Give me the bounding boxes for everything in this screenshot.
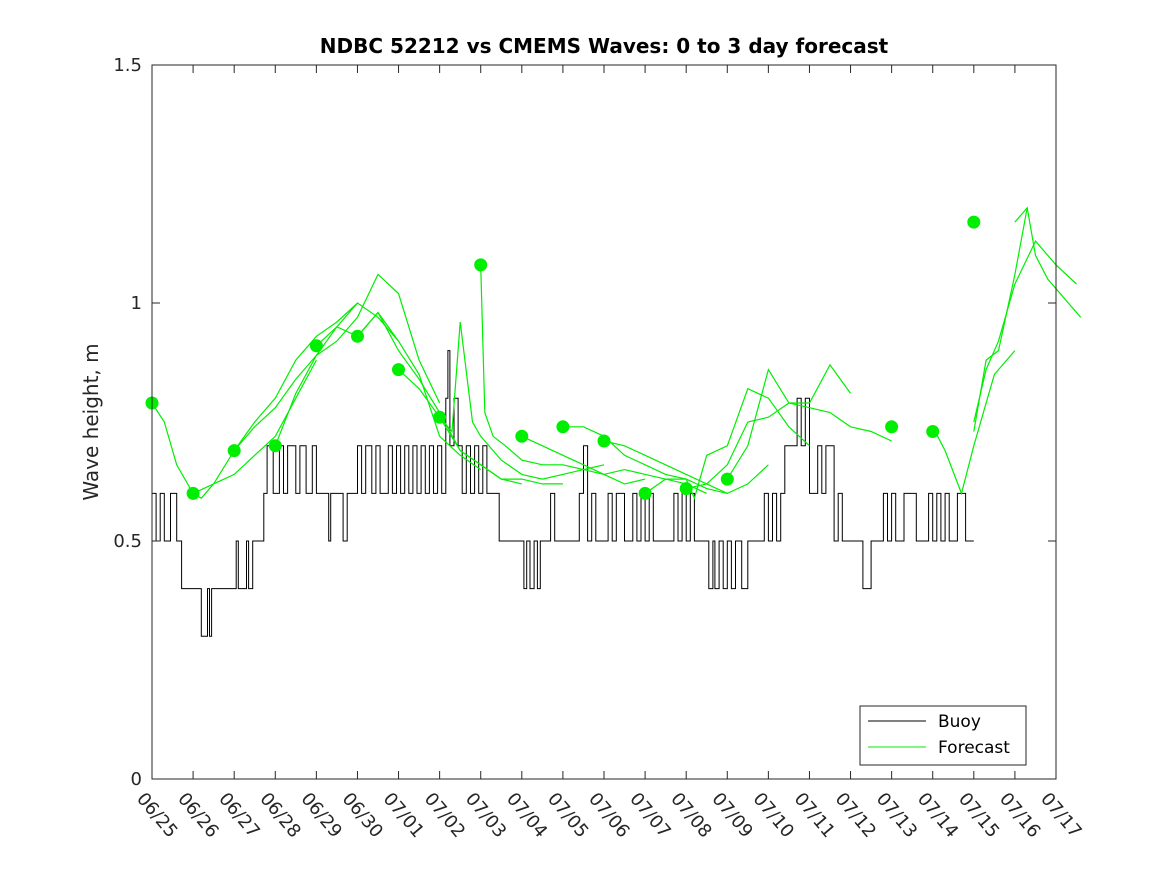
- forecast-line-12: [644, 387, 810, 500]
- x-tick-label: 07/07: [625, 789, 674, 842]
- forecast-line-13: [686, 363, 851, 490]
- y-tick-label: 0.5: [113, 531, 142, 552]
- forecast-marker-13: [679, 482, 693, 496]
- forecast-marker-15: [885, 420, 899, 434]
- forecast-marker-2: [227, 444, 241, 458]
- legend-buoy-label: Buoy: [938, 712, 981, 732]
- y-tick-label: 1.5: [113, 55, 142, 76]
- plot-background: [152, 65, 1056, 779]
- x-tick-label: 06/28: [255, 789, 304, 842]
- x-tick-label: 07/10: [749, 789, 798, 842]
- forecast-line-2: [233, 302, 399, 451]
- x-tick-label: 06/25: [132, 789, 181, 842]
- x-tick-label: 07/05: [543, 789, 592, 842]
- forecast-marker-11: [597, 434, 611, 448]
- legend: Buoy Forecast: [859, 705, 1027, 766]
- forecast-marker-5: [351, 329, 364, 343]
- x-tick-label: 07/17: [1036, 789, 1085, 842]
- forecast-line-17: [1014, 206, 1082, 318]
- x-tick-label: 07/09: [707, 789, 756, 842]
- legend-forecast-label: Forecast: [938, 738, 1010, 758]
- y-axis-label: Wave height, m: [79, 343, 103, 500]
- forecast-line-16: [973, 207, 1028, 432]
- x-tick-label: 07/01: [379, 789, 428, 842]
- forecast-marker-8: [474, 258, 488, 272]
- forecast-marker-17: [967, 215, 981, 229]
- x-tick-label: 06/27: [214, 789, 263, 842]
- buoy-line: [152, 350, 974, 637]
- x-tick-label: 07/02: [420, 789, 469, 842]
- x-tick-label: 07/03: [461, 789, 510, 842]
- forecast-marker-10: [556, 420, 570, 434]
- forecast-line-4: [315, 311, 482, 471]
- y-tick-label: 0: [131, 769, 142, 790]
- y-tick-label: 1: [131, 293, 142, 314]
- forecast-line-14: [726, 368, 892, 480]
- forecast-series-layer: [151, 206, 1082, 500]
- forecast-line-7: [439, 321, 605, 480]
- forecast-marker-16: [926, 425, 940, 438]
- forecast-marker-9: [515, 429, 529, 443]
- x-tick-label: 07/16: [995, 789, 1044, 842]
- buoy-series-layer: [152, 350, 974, 637]
- forecast-line-1: [192, 302, 358, 494]
- forecast-line-3: [274, 273, 441, 447]
- forecast-marker-7: [433, 410, 447, 424]
- forecast-line-9: [521, 435, 707, 494]
- forecast-marker-14: [720, 472, 734, 486]
- forecast-line-15: [932, 350, 1016, 496]
- x-tick-label: 07/15: [954, 789, 1003, 842]
- forecast-marker-6: [392, 363, 405, 377]
- x-tick-label: 07/12: [831, 789, 880, 842]
- forecast-markers-layer: [145, 215, 981, 500]
- x-tick-label: 07/14: [913, 789, 962, 842]
- chart-title: NDBC 52212 vs CMEMS Waves: 0 to 3 day fo…: [320, 34, 889, 58]
- x-tick-label: 07/04: [502, 789, 551, 842]
- forecast-line-8: [480, 264, 646, 485]
- forecast-line-11: [603, 440, 769, 495]
- forecast-marker-12: [638, 486, 652, 500]
- legend-box: [859, 705, 1027, 766]
- x-tick-label: 06/26: [173, 789, 222, 842]
- forecast-marker-1: [186, 486, 200, 500]
- forecast-marker-3: [268, 439, 282, 453]
- x-tick-label: 07/13: [872, 789, 921, 842]
- x-tick-label: 06/29: [297, 789, 346, 842]
- x-tick-label: 07/11: [790, 789, 839, 842]
- x-tick-label: 07/06: [584, 789, 633, 842]
- forecast-line-6: [398, 369, 563, 485]
- x-tick-label: 06/30: [338, 789, 387, 842]
- forecast-marker-4: [309, 339, 323, 353]
- x-tick-label: 07/08: [666, 789, 715, 842]
